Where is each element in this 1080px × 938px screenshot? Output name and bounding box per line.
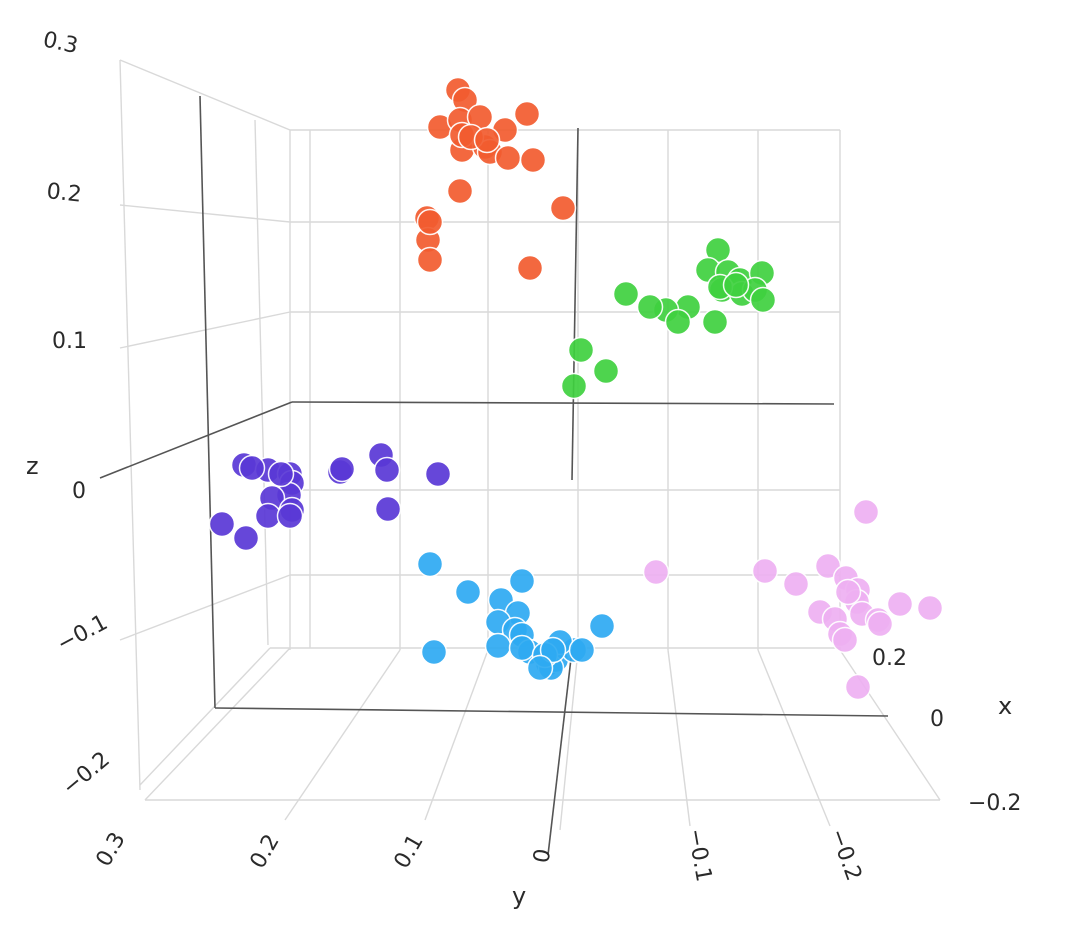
scatter-point[interactable] xyxy=(612,280,640,308)
gridline xyxy=(667,649,691,827)
y-tick-label: 0 xyxy=(529,847,556,865)
gridline xyxy=(119,204,291,223)
scatter-point[interactable] xyxy=(567,336,595,364)
scatter-point[interactable] xyxy=(276,502,304,530)
axis-line xyxy=(214,707,889,717)
scatter-point[interactable] xyxy=(852,498,880,526)
scatter-point[interactable] xyxy=(446,177,474,205)
gridline xyxy=(254,119,269,646)
scatter-point[interactable] xyxy=(516,254,544,282)
z-axis-title: z xyxy=(26,452,39,480)
scatter-point[interactable] xyxy=(539,636,567,664)
x-tick-label: 0 xyxy=(930,707,944,732)
scatter-point[interactable] xyxy=(238,454,266,482)
scatter-point[interactable] xyxy=(831,626,859,654)
data-points[interactable] xyxy=(208,76,944,701)
scatter-point[interactable] xyxy=(420,638,448,666)
scatter-point[interactable] xyxy=(549,194,577,222)
scatter-point[interactable] xyxy=(454,578,482,606)
scatter-point[interactable] xyxy=(513,100,541,128)
series-points[interactable] xyxy=(208,441,452,552)
scatter-point[interactable] xyxy=(519,146,547,174)
scatter-point[interactable] xyxy=(834,578,862,606)
series-points[interactable] xyxy=(416,550,616,682)
scatter-point[interactable] xyxy=(232,524,260,552)
z-tick-label: 0.1 xyxy=(52,329,87,354)
scatter-point[interactable] xyxy=(636,293,664,321)
x-axis-ticks: 0.2 0 −0.2 xyxy=(872,646,1021,816)
axis-line xyxy=(199,95,216,709)
scatter-point[interactable] xyxy=(749,286,777,314)
scatter-point[interactable] xyxy=(844,673,872,701)
scatter-point[interactable] xyxy=(424,460,452,488)
scatter-point[interactable] xyxy=(568,636,596,664)
scatter-point[interactable] xyxy=(328,455,356,483)
scatter-point[interactable] xyxy=(866,610,894,638)
x-tick-label: 0.2 xyxy=(872,646,907,671)
z-tick-label: 0 xyxy=(72,479,86,504)
scatter-point[interactable] xyxy=(782,570,810,598)
z-tick-label: 0.2 xyxy=(45,179,82,208)
scatter-point[interactable] xyxy=(751,557,779,585)
scatter-point[interactable] xyxy=(560,372,588,400)
axis-line xyxy=(99,401,293,479)
axis-line xyxy=(547,649,573,856)
scatter-point[interactable] xyxy=(526,654,554,682)
scatter-point[interactable] xyxy=(484,632,512,660)
axis-lines xyxy=(99,95,889,856)
gridline xyxy=(424,649,489,821)
scatter-point[interactable] xyxy=(267,460,295,488)
scatter-point[interactable] xyxy=(592,357,620,385)
scatter-point[interactable] xyxy=(508,567,536,595)
gridline xyxy=(284,649,401,821)
scatter-point[interactable] xyxy=(886,590,914,618)
axis-line xyxy=(291,401,835,405)
scatter-point[interactable] xyxy=(208,510,236,538)
scatter-point[interactable] xyxy=(642,558,670,586)
gridline xyxy=(757,649,831,827)
series-points[interactable] xyxy=(642,498,944,701)
series-points[interactable] xyxy=(413,76,577,282)
scatter-point[interactable] xyxy=(701,308,729,336)
scatter-point[interactable] xyxy=(416,246,444,274)
x-axis-title: x xyxy=(998,692,1012,720)
scatter-point[interactable] xyxy=(916,594,944,622)
scatter-point[interactable] xyxy=(416,550,444,578)
axis-line xyxy=(571,127,579,481)
grid-lines xyxy=(119,59,941,831)
gridline xyxy=(144,647,291,801)
series-points[interactable] xyxy=(560,236,777,400)
scatter-point[interactable] xyxy=(508,634,536,662)
scatter-point[interactable] xyxy=(416,208,444,236)
scatter-point[interactable] xyxy=(374,495,402,523)
scatter-point[interactable] xyxy=(373,456,401,484)
scatter-point[interactable] xyxy=(588,612,616,640)
scatter-point[interactable] xyxy=(664,308,692,336)
scatter-point[interactable] xyxy=(494,144,522,172)
scatter-point[interactable] xyxy=(722,271,750,299)
y-axis-title: y xyxy=(512,882,526,910)
gridline xyxy=(139,647,271,786)
scatter-point[interactable] xyxy=(473,126,501,154)
gridline xyxy=(119,59,141,791)
gridline xyxy=(119,59,291,131)
x-tick-label: −0.2 xyxy=(968,791,1021,816)
gridline xyxy=(119,574,291,641)
